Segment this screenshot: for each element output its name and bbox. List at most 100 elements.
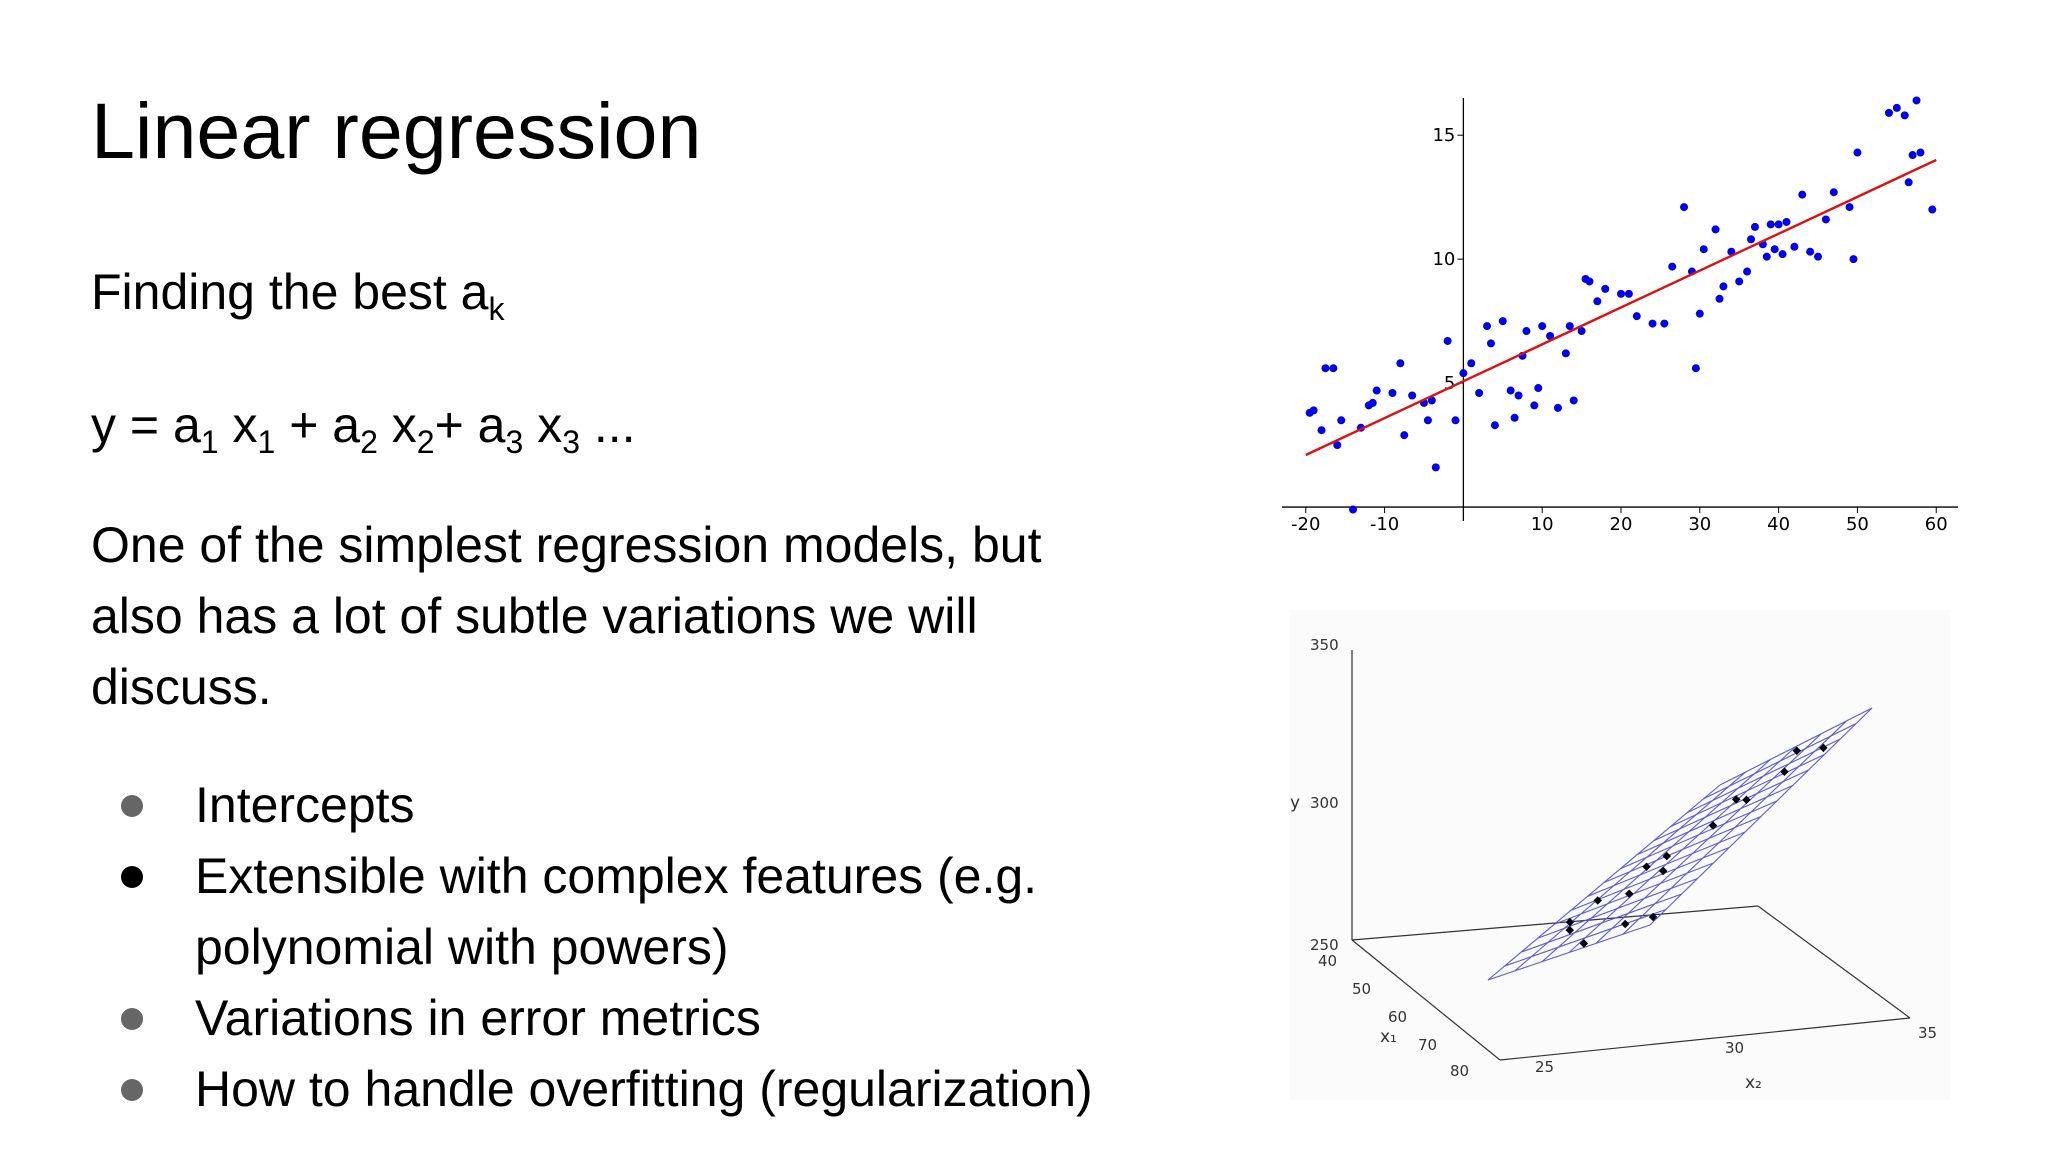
data-point xyxy=(1309,406,1318,415)
plane-grid-line xyxy=(1568,746,1797,953)
y-tick-label: 5 xyxy=(1444,373,1455,394)
fit-line xyxy=(1305,158,1937,457)
description-paragraph: One of the simplest regression models, b… xyxy=(91,517,1042,715)
bullet-dot-icon xyxy=(121,866,143,888)
data-point xyxy=(1565,322,1574,331)
data-point xyxy=(1900,111,1909,120)
bullet-item: Extensible with complex features (e.g. p… xyxy=(91,841,1171,983)
data-point xyxy=(1337,416,1346,425)
data-point xyxy=(1668,262,1677,271)
plane-grid-line xyxy=(1649,707,1873,926)
data-point xyxy=(1475,389,1484,398)
data-point xyxy=(1601,284,1610,293)
data-point xyxy=(1829,188,1838,197)
y-tick-label: 15 xyxy=(1432,125,1455,146)
data-point xyxy=(1483,322,1492,331)
data-point xyxy=(1498,317,1507,326)
formula-subscript: 2 xyxy=(360,424,378,460)
data-point xyxy=(1423,416,1432,425)
bullet-list: Intercepts Extensible with complex featu… xyxy=(91,770,1171,1125)
data-point xyxy=(1798,190,1807,199)
formula-subscript: 2 xyxy=(416,424,435,460)
data-point xyxy=(1459,369,1468,378)
data-point xyxy=(1329,364,1338,373)
x-tick-label: 60 xyxy=(1925,514,1948,535)
data-point xyxy=(1762,252,1771,261)
data-point xyxy=(1770,245,1779,254)
data-point xyxy=(1680,203,1689,212)
data-point xyxy=(1778,250,1787,259)
data-point xyxy=(1620,919,1630,929)
data-point xyxy=(1731,795,1741,804)
data-point xyxy=(1408,391,1417,400)
formula-part: + a xyxy=(434,397,506,453)
x-tick-label: 30 xyxy=(1688,514,1711,535)
x-tick-label: 40 xyxy=(1767,514,1790,535)
data-point xyxy=(1333,441,1342,450)
bullet-label: Intercepts xyxy=(195,777,415,833)
x-tick-label: 50 xyxy=(1846,514,1869,535)
data-point xyxy=(1747,235,1756,244)
data-point xyxy=(1530,401,1539,410)
x1-axis-label: x₁ xyxy=(1380,1027,1397,1047)
data-point xyxy=(1819,743,1828,753)
formula-part: x xyxy=(377,397,417,453)
data-point xyxy=(1538,322,1547,331)
y-tick-label: 10 xyxy=(1432,249,1455,270)
regression-formula: y = a1 x1 + a2 x2+ a3 x3 ... xyxy=(91,395,636,458)
bullet-item: How to handle overfitting (regularizatio… xyxy=(91,1054,1171,1125)
data-point xyxy=(1388,389,1397,398)
plane-grid-line xyxy=(1541,758,1772,963)
formula-part: x xyxy=(523,397,563,453)
data-point xyxy=(1585,277,1594,286)
data-point xyxy=(1451,416,1460,425)
data-point xyxy=(1522,327,1531,336)
bullet-label: Variations in error metrics xyxy=(195,990,761,1046)
axis-line xyxy=(1757,905,1911,1019)
x-tick-label: 10 xyxy=(1531,514,1554,535)
data-point xyxy=(1368,398,1377,407)
axis-line xyxy=(1351,939,1501,1061)
data-point xyxy=(1884,108,1893,117)
data-point xyxy=(1624,289,1633,298)
data-point xyxy=(1372,386,1381,395)
data-point xyxy=(1431,463,1440,472)
data-point xyxy=(1916,148,1925,157)
z-tick-label: 300 xyxy=(1310,794,1339,812)
x2-tick-label: 25 xyxy=(1535,1058,1554,1076)
formula-subscript: 3 xyxy=(562,424,580,460)
data-point xyxy=(1782,217,1791,226)
data-point xyxy=(1699,245,1708,254)
data-point xyxy=(1553,403,1562,412)
x2-tick-label: 35 xyxy=(1918,1024,1937,1042)
data-point xyxy=(1443,336,1452,345)
data-point xyxy=(1662,851,1672,861)
data-point xyxy=(1400,431,1409,440)
data-point xyxy=(1853,148,1862,157)
data-point xyxy=(1593,297,1602,306)
x-tick-label: 20 xyxy=(1610,514,1633,535)
data-point xyxy=(1908,151,1917,160)
data-point xyxy=(1845,203,1854,212)
x-tick-label: -20 xyxy=(1291,514,1320,535)
data-point xyxy=(1617,289,1625,298)
data-point xyxy=(1648,319,1657,328)
data-point xyxy=(1561,349,1570,358)
best-coefficients-line: Finding the best ak xyxy=(91,262,505,325)
data-point xyxy=(1577,327,1586,336)
data-point xyxy=(1467,359,1476,368)
data-point xyxy=(1719,282,1728,291)
slide-title: Linear regression xyxy=(91,86,702,175)
data-point xyxy=(1774,220,1783,229)
x1-tick-label: 70 xyxy=(1418,1036,1437,1054)
plane-grid-line xyxy=(1487,784,1721,981)
x1-tick-label: 80 xyxy=(1450,1062,1469,1080)
x1-tick-label: 40 xyxy=(1318,952,1337,970)
data-point xyxy=(1766,220,1775,229)
bullet-label: How to handle overfitting (regularizatio… xyxy=(195,1061,1093,1117)
data-point xyxy=(1427,396,1436,405)
subscript-k: k xyxy=(488,291,505,327)
x-tick-label: -10 xyxy=(1370,514,1399,535)
z-axis-label: y xyxy=(1290,793,1300,813)
bullet-dot-icon xyxy=(121,1008,143,1030)
